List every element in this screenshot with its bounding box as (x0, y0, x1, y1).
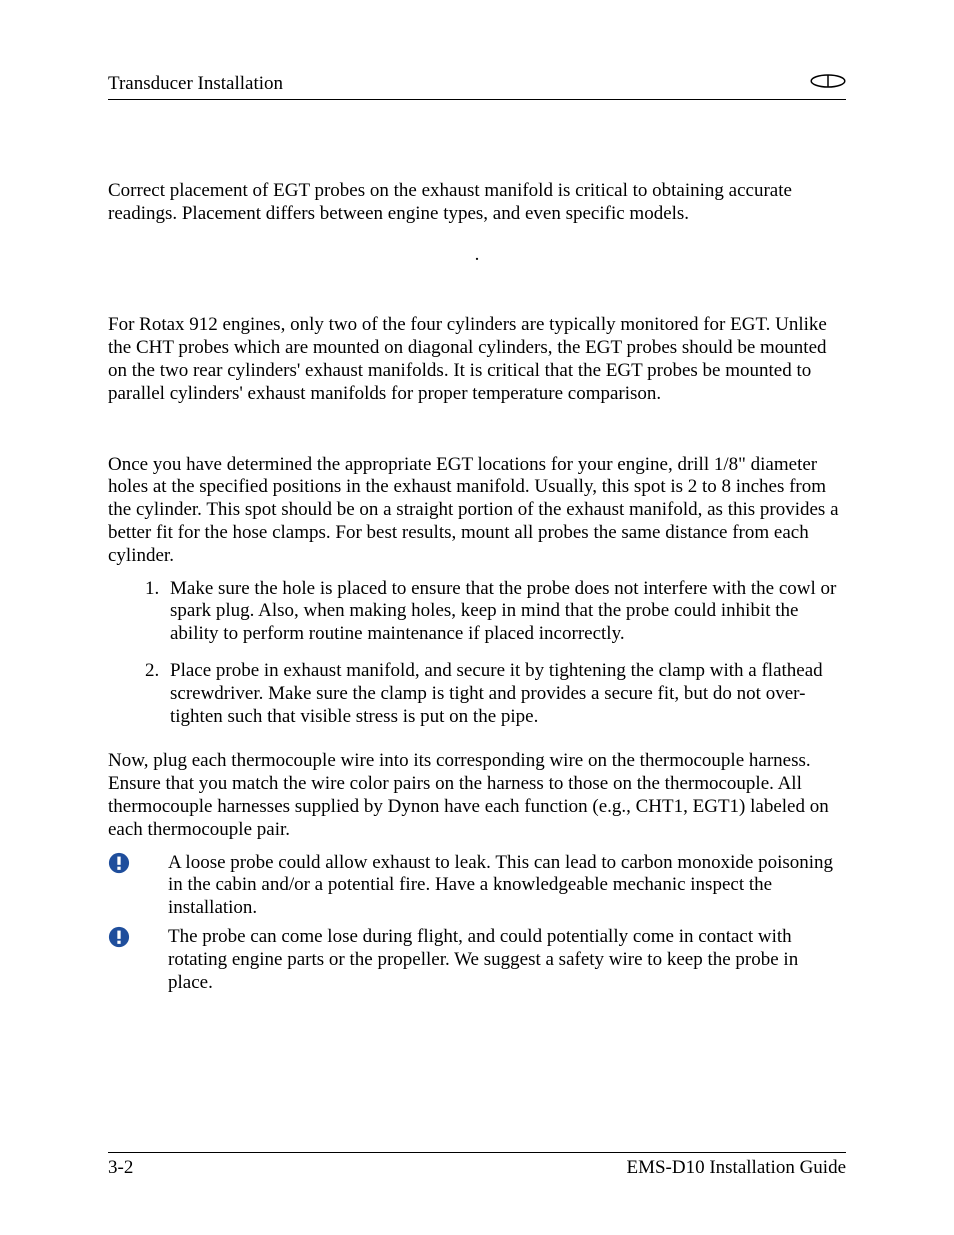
paragraph: Correct placement of EGT probes on the e… (108, 180, 846, 226)
footer-doc-title: EMS-D10 Installation Guide (626, 1157, 846, 1179)
separator-dot: . (108, 244, 846, 267)
page-number: 3-2 (108, 1157, 133, 1179)
warning-block: The probe can come lose during flight, a… (108, 926, 846, 994)
list-item: Make sure the hole is placed to ensure t… (164, 578, 846, 646)
body-content: Correct placement of EGT probes on the e… (108, 180, 846, 994)
warning-text: A loose probe could allow exhaust to lea… (168, 852, 846, 920)
paragraph: Once you have determined the appropriate… (108, 454, 846, 568)
warning-text: The probe can come lose during flight, a… (168, 926, 846, 994)
header-title: Transducer Installation (108, 73, 283, 95)
warning-icon (108, 852, 168, 881)
warning-icon (108, 926, 168, 955)
page-header: Transducer Installation (108, 72, 846, 100)
paragraph: For Rotax 912 engines, only two of the f… (108, 314, 846, 405)
dynon-logo-icon (810, 72, 846, 95)
page-footer: 3-2 EMS-D10 Installation Guide (108, 1152, 846, 1179)
warning-block: A loose probe could allow exhaust to lea… (108, 852, 846, 920)
document-page: Transducer Installation Correct placemen… (0, 0, 954, 1235)
paragraph: Now, plug each thermocouple wire into it… (108, 750, 846, 841)
list-item: Place probe in exhaust manifold, and sec… (164, 660, 846, 728)
ordered-steps-list: Make sure the hole is placed to ensure t… (108, 578, 846, 729)
